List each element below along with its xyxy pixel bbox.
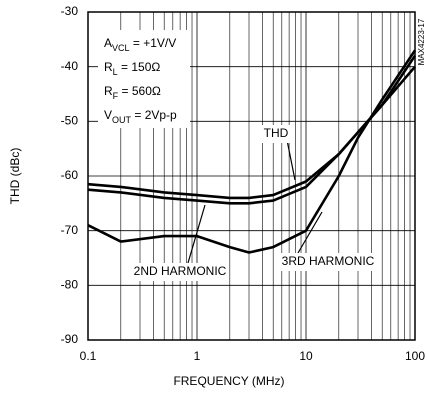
- condition-part: VCL: [112, 43, 130, 53]
- y-tick-label: -90: [61, 332, 79, 346]
- condition-part: = +1V/V: [130, 36, 177, 50]
- condition: VOUT = 2Vp-p: [104, 108, 177, 125]
- condition: AVCL = +1V/V: [104, 36, 176, 53]
- plot-frame: [87, 11, 416, 341]
- leader-line: [187, 204, 206, 264]
- condition-part: = 150Ω: [118, 60, 161, 74]
- y-tick-label: -30: [61, 4, 79, 18]
- y-axis-label: THD (dBc): [8, 148, 22, 205]
- x-tick-label: 10: [299, 349, 313, 363]
- condition: RF = 560Ω: [104, 84, 161, 101]
- condition-part: R: [104, 60, 113, 74]
- label-box: [275, 253, 381, 271]
- condition-part: OUT: [112, 115, 132, 125]
- condition-part: = 2Vp-p: [131, 108, 177, 122]
- y-tick-label: -70: [61, 223, 79, 237]
- y-tick-label: -40: [61, 59, 79, 73]
- condition-part: L: [113, 67, 118, 77]
- y-tick-label: -60: [61, 168, 79, 182]
- condition-part: = 560Ω: [118, 84, 161, 98]
- condition-part: F: [113, 91, 119, 101]
- series-label: THD: [264, 126, 289, 140]
- line-series: [87, 65, 416, 205]
- x-tick-label: 100: [405, 349, 425, 363]
- series-label: 3RD HARMONIC: [282, 254, 375, 268]
- leader-line: [297, 211, 323, 254]
- x-tick-label: 0.1: [80, 349, 97, 363]
- y-tick-label: -50: [61, 114, 79, 128]
- x-axis-label: FREQUENCY (MHz): [173, 374, 284, 388]
- y-tick-label: -80: [61, 278, 79, 292]
- condition-part: R: [104, 84, 113, 98]
- condition-part: V: [104, 108, 112, 122]
- label-box: [259, 125, 293, 143]
- figure-id: MAX4223-17: [417, 18, 426, 65]
- condition: RL = 150Ω: [104, 60, 160, 77]
- series-label: 2ND HARMONIC: [134, 264, 227, 278]
- line-series: [87, 49, 417, 254]
- label-box: [131, 263, 229, 281]
- condition-part: A: [104, 36, 112, 50]
- x-tick-label: 1: [194, 349, 201, 363]
- conditions-box: [98, 30, 190, 128]
